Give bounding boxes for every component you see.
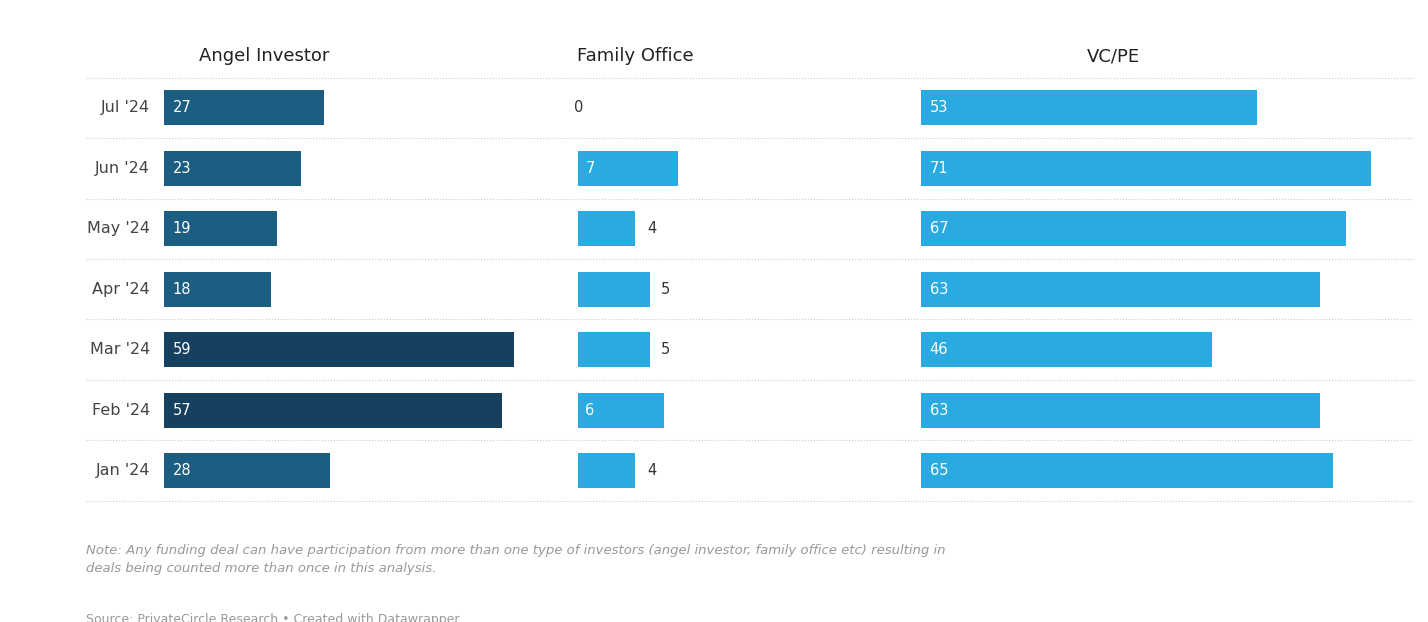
Bar xyxy=(578,392,664,427)
Text: 67: 67 xyxy=(930,221,948,236)
Bar xyxy=(921,332,1212,367)
Bar xyxy=(921,392,1321,427)
Text: 27: 27 xyxy=(173,101,191,116)
Text: 4: 4 xyxy=(647,221,655,236)
Bar xyxy=(578,453,635,488)
Bar xyxy=(164,453,330,488)
Text: VC/PE: VC/PE xyxy=(1087,47,1141,65)
Text: 71: 71 xyxy=(930,161,948,176)
Text: Feb '24: Feb '24 xyxy=(91,402,150,417)
Text: 0: 0 xyxy=(574,101,583,116)
Text: 46: 46 xyxy=(930,342,948,357)
Bar xyxy=(921,90,1257,126)
Text: Angel Investor: Angel Investor xyxy=(198,47,330,65)
Bar xyxy=(578,211,635,246)
Text: 63: 63 xyxy=(930,402,948,417)
Text: 65: 65 xyxy=(930,463,948,478)
Bar xyxy=(164,332,514,367)
Text: 18: 18 xyxy=(173,282,191,297)
Bar xyxy=(921,151,1371,186)
Text: 53: 53 xyxy=(930,101,948,116)
Text: 57: 57 xyxy=(173,402,191,417)
Text: 5: 5 xyxy=(661,342,670,357)
Text: May '24: May '24 xyxy=(87,221,150,236)
Bar xyxy=(164,211,277,246)
Bar xyxy=(164,151,301,186)
Bar xyxy=(578,151,678,186)
Bar xyxy=(921,211,1345,246)
Text: 59: 59 xyxy=(173,342,191,357)
Text: Mar '24: Mar '24 xyxy=(90,342,150,357)
Text: 23: 23 xyxy=(173,161,191,176)
Bar xyxy=(164,392,503,427)
Text: 19: 19 xyxy=(173,221,191,236)
Text: 4: 4 xyxy=(647,463,655,478)
Text: 5: 5 xyxy=(661,282,670,297)
Bar xyxy=(921,272,1321,307)
Text: 6: 6 xyxy=(585,402,594,417)
Text: Family Office: Family Office xyxy=(577,47,694,65)
Text: Jul '24: Jul '24 xyxy=(101,101,150,116)
Text: 28: 28 xyxy=(173,463,191,478)
Bar xyxy=(578,332,650,367)
Bar xyxy=(164,272,271,307)
Text: Apr '24: Apr '24 xyxy=(93,282,150,297)
Text: Jun '24: Jun '24 xyxy=(96,161,150,176)
Bar xyxy=(578,272,650,307)
Bar xyxy=(921,453,1332,488)
Text: Note: Any funding deal can have participation from more than one type of investo: Note: Any funding deal can have particip… xyxy=(86,544,945,575)
Text: 7: 7 xyxy=(585,161,595,176)
Text: Source: PrivateCircle Research • Created with Datawrapper: Source: PrivateCircle Research • Created… xyxy=(86,613,460,622)
Bar xyxy=(164,90,324,126)
Text: 63: 63 xyxy=(930,282,948,297)
Text: Jan '24: Jan '24 xyxy=(96,463,150,478)
